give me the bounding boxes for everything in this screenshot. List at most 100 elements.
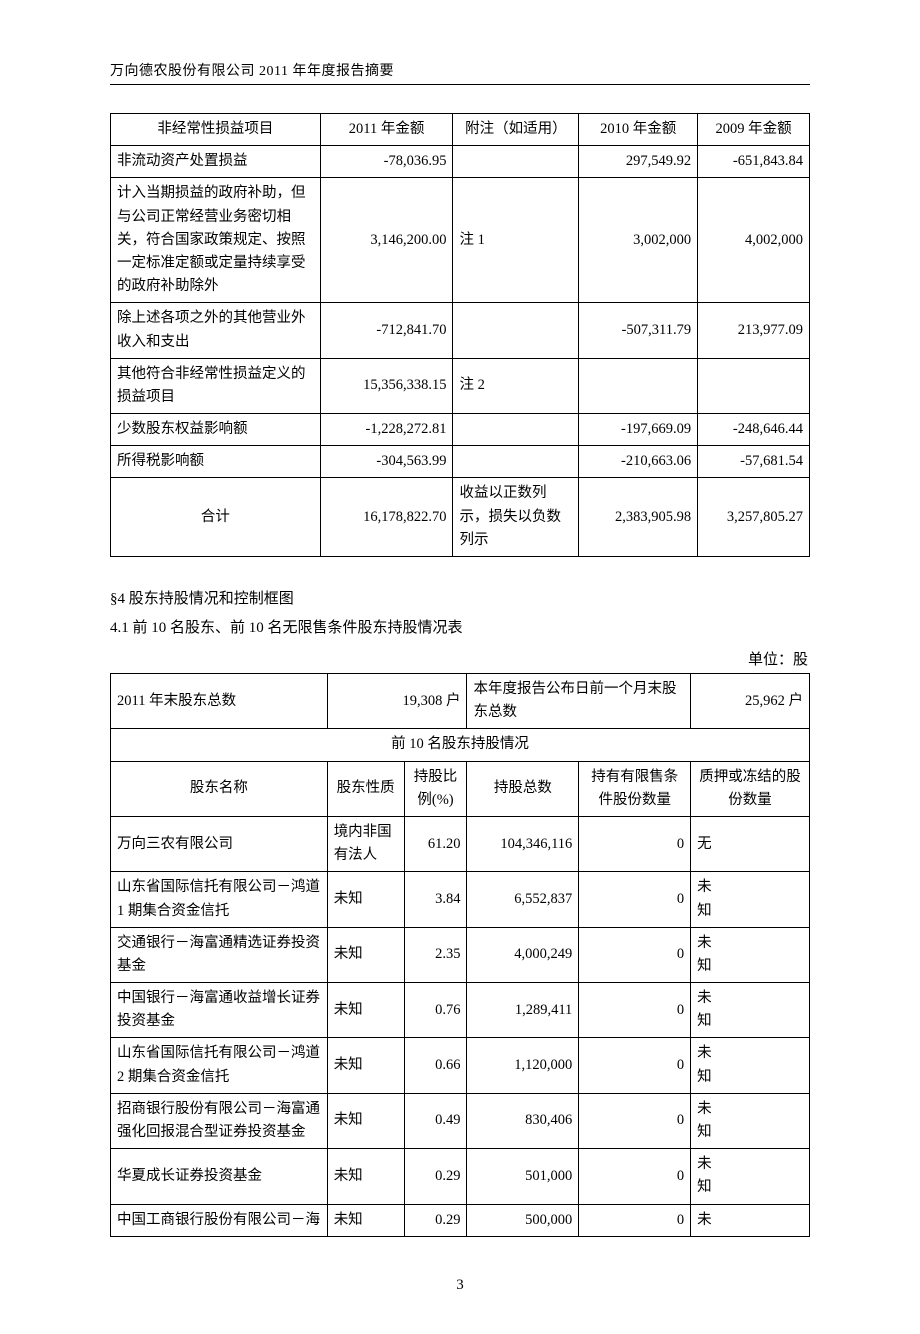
value-cell: 15,356,338.15 [320,358,453,413]
shareholders-table: 2011 年末股东总数 19,308 户 本年度报告公布日前一个月末股东总数 2… [110,673,810,1237]
item-cell: 少数股东权益影响额 [111,414,321,446]
value-cell: -210,663.06 [579,446,698,478]
shareholder-nature: 未知 [327,1204,404,1236]
shareholding-total: 830,406 [467,1093,579,1148]
shareholding-total: 1,289,411 [467,983,579,1038]
value-cell [453,303,579,358]
t1-header-cell: 2010 年金额 [579,114,698,146]
total-holders-value: 19,308 户 [327,674,467,729]
pledged-shares: 未 知 [691,1149,810,1204]
table-row: 少数股东权益影响额-1,228,272.81-197,669.09-248,64… [111,414,810,446]
pledged-shares: 未 知 [691,872,810,927]
pledged-shares: 未 [691,1204,810,1236]
shareholding-ratio: 3.84 [404,872,467,927]
shareholding-ratio: 0.66 [404,1038,467,1093]
value-cell: 3,002,000 [579,178,698,303]
pledged-shares: 未 知 [691,1093,810,1148]
shareholder-nature: 未知 [327,983,404,1038]
shareholder-nature: 未知 [327,1038,404,1093]
value-cell: 2,383,905.98 [579,478,698,557]
restricted-shares: 0 [579,1038,691,1093]
col-ratio: 持股比例(%) [404,761,467,816]
shareholding-ratio: 61.20 [404,816,467,871]
restricted-shares: 0 [579,983,691,1038]
shareholding-ratio: 0.49 [404,1093,467,1148]
value-cell: -78,036.95 [320,146,453,178]
shareholding-ratio: 0.29 [404,1204,467,1236]
value-cell: -1,228,272.81 [320,414,453,446]
table-row: 万向三农有限公司境内非国有法人61.20104,346,1160无 [111,816,810,871]
restricted-shares: 0 [579,927,691,982]
value-cell: -57,681.54 [698,446,810,478]
restricted-shares: 0 [579,1149,691,1204]
value-cell: 213,977.09 [698,303,810,358]
table-row: 中国工商银行股份有限公司－海未知0.29500,0000未 [111,1204,810,1236]
shareholding-total: 4,000,249 [467,927,579,982]
shareholding-ratio: 2.35 [404,927,467,982]
pledged-shares: 未 知 [691,1038,810,1093]
shareholder-name: 交通银行－海富通精选证券投资基金 [111,927,328,982]
pledged-shares: 未 知 [691,927,810,982]
col-restricted: 持有有限售条件股份数量 [579,761,691,816]
value-cell: -197,669.09 [579,414,698,446]
shareholder-name: 华夏成长证券投资基金 [111,1149,328,1204]
shareholder-nature: 境内非国有法人 [327,816,404,871]
shareholding-ratio: 0.29 [404,1149,467,1204]
value-cell: -651,843.84 [698,146,810,178]
table-row: 交通银行－海富通精选证券投资基金未知2.354,000,2490未 知 [111,927,810,982]
table-row: 山东省国际信托有限公司－鸿道 1 期集合资金信托未知3.846,552,8370… [111,872,810,927]
item-cell: 所得税影响额 [111,446,321,478]
shareholding-total: 1,120,000 [467,1038,579,1093]
table-row: 其他符合非经常性损益定义的损益项目15,356,338.15注 2 [111,358,810,413]
shareholder-nature: 未知 [327,1149,404,1204]
section-4-title: §4 股东持股情况和控制框图 [110,585,810,614]
shareholding-total: 500,000 [467,1204,579,1236]
col-nature: 股东性质 [327,761,404,816]
section-4-1-title: 4.1 前 10 名股东、前 10 名无限售条件股东持股情况表 [110,614,810,643]
value-cell [579,358,698,413]
shareholder-nature: 未知 [327,1093,404,1148]
t1-header-cell: 2011 年金额 [320,114,453,146]
value-cell: 16,178,822.70 [320,478,453,557]
prev-month-holders-label: 本年度报告公布日前一个月末股东总数 [467,674,691,729]
page-number: 3 [110,1277,810,1294]
value-cell: 4,002,000 [698,178,810,303]
pledged-shares: 未 知 [691,983,810,1038]
section-4-heading: §4 股东持股情况和控制框图 4.1 前 10 名股东、前 10 名无限售条件股… [110,585,810,642]
item-cell: 其他符合非经常性损益定义的损益项目 [111,358,321,413]
non-recurring-items-table: 非经常性损益项目2011 年金额附注（如适用）2010 年金额2009 年金额 … [110,113,810,557]
value-cell [698,358,810,413]
value-cell: -712,841.70 [320,303,453,358]
restricted-shares: 0 [579,816,691,871]
t1-header-cell: 附注（如适用） [453,114,579,146]
value-cell: -304,563.99 [320,446,453,478]
shareholder-name: 山东省国际信托有限公司－鸿道 1 期集合资金信托 [111,872,328,927]
table-row: 除上述各项之外的其他营业外收入和支出-712,841.70-507,311.79… [111,303,810,358]
col-total: 持股总数 [467,761,579,816]
item-cell: 合计 [111,478,321,557]
table-row: 华夏成长证券投资基金未知0.29501,0000未 知 [111,1149,810,1204]
shareholder-name: 万向三农有限公司 [111,816,328,871]
shareholding-ratio: 0.76 [404,983,467,1038]
prev-month-holders-value: 25,962 户 [691,674,810,729]
value-cell: -507,311.79 [579,303,698,358]
shareholding-total: 6,552,837 [467,872,579,927]
shareholder-nature: 未知 [327,872,404,927]
table-row: 招商银行股份有限公司－海富通强化回报混合型证券投资基金未知0.49830,406… [111,1093,810,1148]
unit-label: 单位：股 [110,648,810,669]
item-cell: 计入当期损益的政府补助，但与公司正常经营业务密切相关，符合国家政策规定、按照一定… [111,178,321,303]
value-cell: 3,257,805.27 [698,478,810,557]
value-cell [453,446,579,478]
table-row: 计入当期损益的政府补助，但与公司正常经营业务密切相关，符合国家政策规定、按照一定… [111,178,810,303]
page-header: 万向德农股份有限公司 2011 年年度报告摘要 [110,60,810,85]
shareholder-name: 中国工商银行股份有限公司－海 [111,1204,328,1236]
shareholding-total: 104,346,116 [467,816,579,871]
value-cell: 3,146,200.00 [320,178,453,303]
item-cell: 非流动资产处置损益 [111,146,321,178]
shareholder-name: 中国银行－海富通收益增长证券投资基金 [111,983,328,1038]
shareholder-name: 山东省国际信托有限公司－鸿道 2 期集合资金信托 [111,1038,328,1093]
value-cell: 注 1 [453,178,579,303]
restricted-shares: 0 [579,872,691,927]
value-cell: 注 2 [453,358,579,413]
shareholder-name: 招商银行股份有限公司－海富通强化回报混合型证券投资基金 [111,1093,328,1148]
